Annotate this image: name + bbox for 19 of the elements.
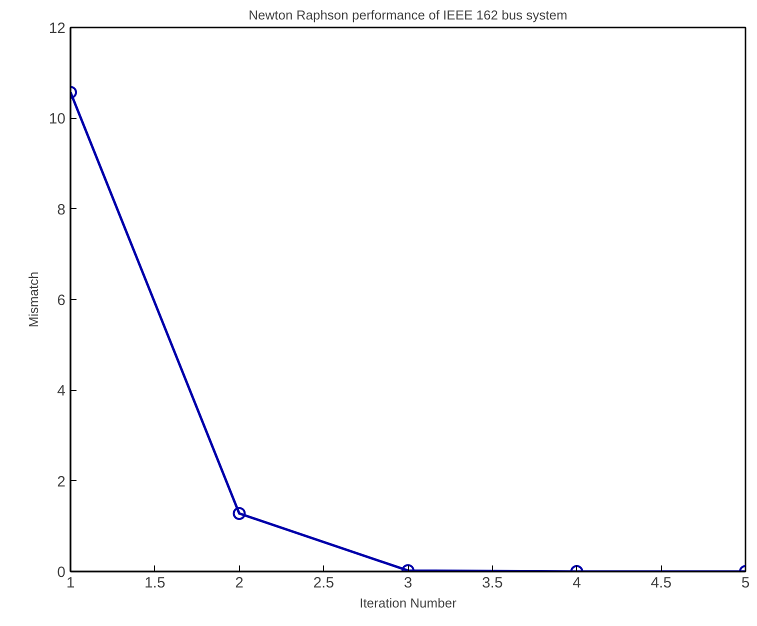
x-tick-label: 1 [66,574,75,592]
y-tick-label: 2 [57,473,66,490]
x-axis-title: Iteration Number [360,596,458,610]
y-axis-title: Mismatch [26,272,41,328]
x-tick-label: 1.5 [144,574,166,592]
x-tick-label: 5 [741,574,750,592]
x-tick-label: 2.5 [313,574,334,592]
y-tick-label: 10 [48,110,66,128]
chart-title: Newton Raphson performance of IEEE 162 bus system [248,8,568,22]
x-tick-label: 4 [572,574,581,592]
x-tick-label: 3.5 [482,574,503,592]
y-tick-label: 0 [57,564,66,581]
x-tick-label: 4.5 [650,574,672,592]
y-tick-label: 8 [57,201,66,218]
x-tick-label: 2 [235,574,244,592]
y-tick-label: 6 [57,292,66,309]
x-tick-label: 3 [404,574,412,592]
y-tick-label: 12 [48,20,66,37]
y-tick-label: 4 [57,382,66,400]
